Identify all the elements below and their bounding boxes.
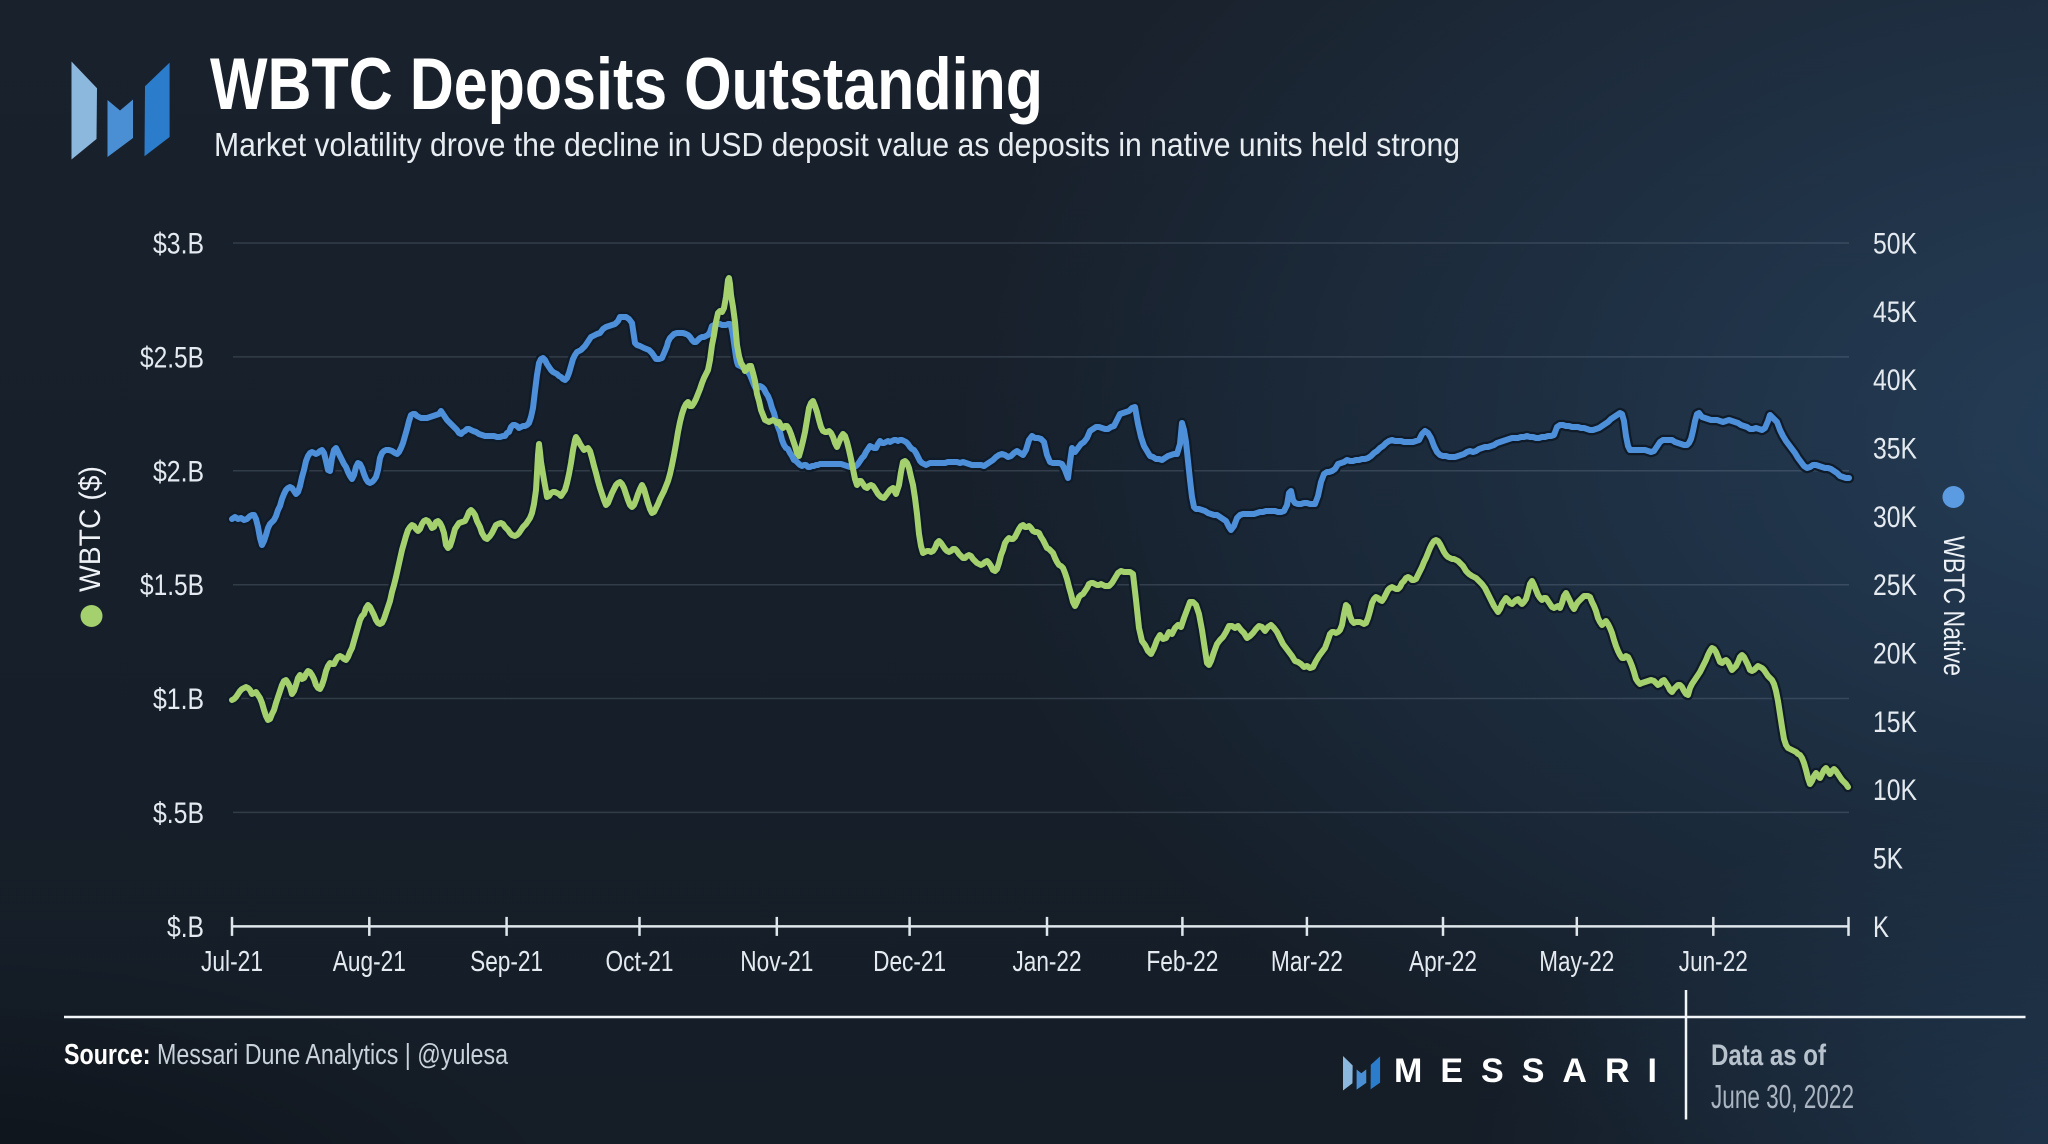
svg-text:Apr-22: Apr-22 <box>1409 946 1477 978</box>
svg-text:Oct-21: Oct-21 <box>606 946 674 978</box>
svg-text:Nov-21: Nov-21 <box>740 946 813 978</box>
svg-text:Data as of: Data as of <box>1711 1039 1827 1072</box>
svg-text:$2.B: $2.B <box>153 455 204 488</box>
svg-text:20K: 20K <box>1873 638 1917 671</box>
svg-text:WBTC Deposits Outstanding: WBTC Deposits Outstanding <box>210 44 1043 125</box>
svg-text:$.B: $.B <box>167 911 204 944</box>
svg-text:$.5B: $.5B <box>153 797 204 830</box>
svg-text:$2.5B: $2.5B <box>140 341 204 374</box>
svg-text:Dec-21: Dec-21 <box>873 946 946 978</box>
svg-text:Messari Dune Analytics | @yule: Messari Dune Analytics | @yulesa <box>157 1039 509 1071</box>
svg-text:30K: 30K <box>1873 501 1917 534</box>
svg-text:$3.B: $3.B <box>153 228 204 261</box>
svg-text:$1.5B: $1.5B <box>140 569 204 602</box>
svg-text:40K: 40K <box>1873 364 1917 397</box>
svg-text:Feb-22: Feb-22 <box>1146 946 1218 978</box>
svg-text:WBTC Native: WBTC Native <box>1937 536 1970 676</box>
svg-text:10K: 10K <box>1873 774 1917 807</box>
svg-text:45K: 45K <box>1873 296 1917 329</box>
svg-text:35K: 35K <box>1873 433 1917 466</box>
svg-text:WBTC ($): WBTC ($) <box>74 466 107 592</box>
svg-text:Market volatility drove the de: Market volatility drove the decline in U… <box>214 126 1460 163</box>
svg-text:Aug-21: Aug-21 <box>333 946 406 978</box>
svg-text:$1.B: $1.B <box>153 683 204 716</box>
svg-text:Mar-22: Mar-22 <box>1271 946 1343 978</box>
svg-text:Source:: Source: <box>64 1039 157 1071</box>
svg-text:Jun-22: Jun-22 <box>1679 946 1748 978</box>
svg-text:15K: 15K <box>1873 706 1917 739</box>
svg-text:May-22: May-22 <box>1539 946 1614 978</box>
svg-text:50K: 50K <box>1873 228 1917 261</box>
svg-text:June 30, 2022: June 30, 2022 <box>1711 1078 1854 1115</box>
svg-text:Jul-21: Jul-21 <box>201 946 263 978</box>
svg-text:25K: 25K <box>1873 569 1917 602</box>
svg-text:MESSARI: MESSARI <box>1394 1052 1657 1090</box>
svg-text:Jan-22: Jan-22 <box>1013 946 1082 978</box>
svg-text:K: K <box>1873 911 1889 944</box>
svg-text:5K: 5K <box>1873 843 1903 876</box>
svg-text:Sep-21: Sep-21 <box>470 946 543 978</box>
